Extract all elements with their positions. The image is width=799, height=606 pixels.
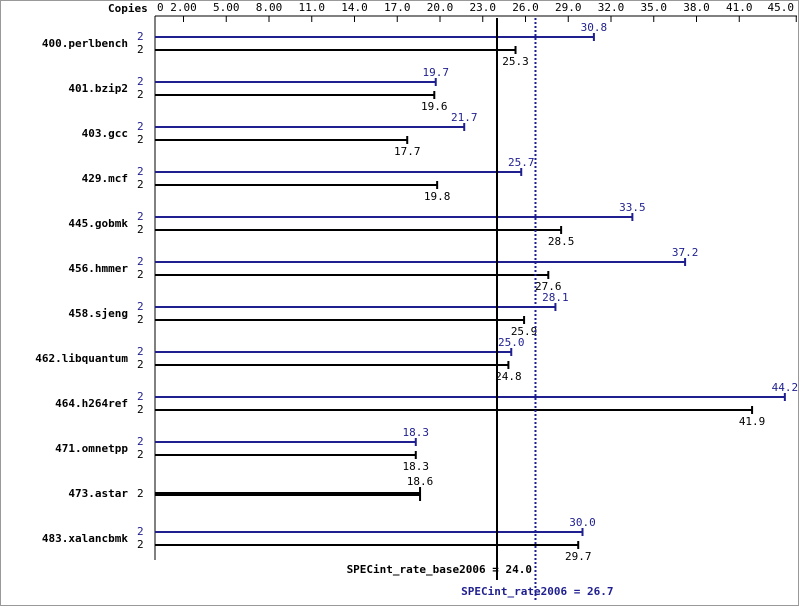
peak-value-label: 19.7 [422, 66, 449, 79]
benchmark-name: 429.mcf [82, 172, 128, 185]
peak-copies: 2 [137, 75, 144, 88]
peak-copies: 2 [137, 165, 144, 178]
peak-copies: 2 [137, 210, 144, 223]
peak-value-label: 21.7 [451, 111, 478, 124]
base-copies: 2 [137, 43, 144, 56]
benchmark-name: 401.bzip2 [68, 82, 128, 95]
peak-value-label: 18.3 [403, 426, 430, 439]
x-tick-label: 8.00 [256, 1, 283, 14]
peak-copies: 2 [137, 435, 144, 448]
base-copies: 2 [137, 223, 144, 236]
benchmark-name: 456.hmmer [68, 262, 128, 275]
peak-value-label: 44.2 [772, 381, 799, 394]
peak-metric-label: SPECint_rate2006 = 26.7 [461, 585, 613, 598]
x-tick-label: 11.0 [299, 1, 326, 14]
benchmark-name: 458.sjeng [68, 307, 128, 320]
base-value-label: 27.6 [535, 280, 562, 293]
base-copies: 2 [137, 538, 144, 551]
peak-copies: 2 [137, 255, 144, 268]
peak-value-label: 30.0 [569, 516, 596, 529]
benchmark-name: 473.astar [68, 487, 128, 500]
x-tick-label: 41.0 [726, 1, 753, 14]
base-copies: 2 [137, 178, 144, 191]
base-metric-label: SPECint_rate_base2006 = 24.0 [347, 563, 532, 576]
base-copies: 2 [137, 133, 144, 146]
base-value-label: 41.9 [739, 415, 766, 428]
peak-copies: 2 [137, 30, 144, 43]
x-tick-label: 5.00 [213, 1, 240, 14]
base-value-label: 29.7 [565, 550, 592, 563]
benchmark-name: 403.gcc [82, 127, 128, 140]
benchmark-name: 471.omnetpp [55, 442, 128, 455]
base-value-label: 18.6 [407, 475, 434, 488]
x-tick-label: 14.0 [341, 1, 368, 14]
base-copies: 2 [137, 268, 144, 281]
base-copies: 2 [137, 313, 144, 326]
benchmark-name: 462.libquantum [35, 352, 128, 365]
x-tick-label: 17.0 [384, 1, 411, 14]
x-tick-label: 45.0 [768, 1, 795, 14]
x-tick-label: 20.0 [427, 1, 454, 14]
base-copies: 2 [137, 358, 144, 371]
x-tick-label: 29.0 [555, 1, 582, 14]
base-value-label: 19.8 [424, 190, 451, 203]
base-value-label: 28.5 [548, 235, 575, 248]
benchmark-name: 400.perlbench [42, 37, 128, 50]
base-copies: 2 [137, 88, 144, 101]
x-tick-label: 35.0 [641, 1, 668, 14]
peak-copies: 2 [137, 120, 144, 133]
x-tick-label: 26.0 [512, 1, 539, 14]
benchmark-name: 483.xalancbmk [42, 532, 128, 545]
peak-value-label: 25.0 [498, 336, 525, 349]
peak-copies: 2 [137, 345, 144, 358]
benchmark-name: 464.h264ref [55, 397, 128, 410]
base-value-label: 25.9 [511, 325, 538, 338]
peak-copies: 2 [137, 525, 144, 538]
base-copies: 2 [137, 448, 144, 461]
peak-value-label: 25.7 [508, 156, 535, 169]
base-copies: 2 [137, 487, 144, 500]
peak-copies: 2 [137, 390, 144, 403]
base-value-label: 25.3 [502, 55, 529, 68]
peak-value-label: 30.8 [581, 21, 608, 34]
base-value-label: 17.7 [394, 145, 421, 158]
x-tick-label: 2.00 [170, 1, 197, 14]
peak-copies: 2 [137, 300, 144, 313]
base-value-label: 18.3 [403, 460, 430, 473]
x-tick-label: 32.0 [598, 1, 625, 14]
x-tick-label: 38.0 [683, 1, 710, 14]
peak-value-label: 28.1 [542, 291, 569, 304]
benchmark-name: 445.gobmk [68, 217, 128, 230]
peak-value-label: 37.2 [672, 246, 699, 259]
base-value-label: 19.6 [421, 100, 448, 113]
peak-value-label: 33.5 [619, 201, 646, 214]
base-value-label: 24.8 [495, 370, 522, 383]
x-tick-label: 23.0 [470, 1, 497, 14]
base-copies: 2 [137, 403, 144, 416]
x-tick-label: 0 [157, 1, 164, 14]
copies-header: Copies [108, 2, 148, 15]
